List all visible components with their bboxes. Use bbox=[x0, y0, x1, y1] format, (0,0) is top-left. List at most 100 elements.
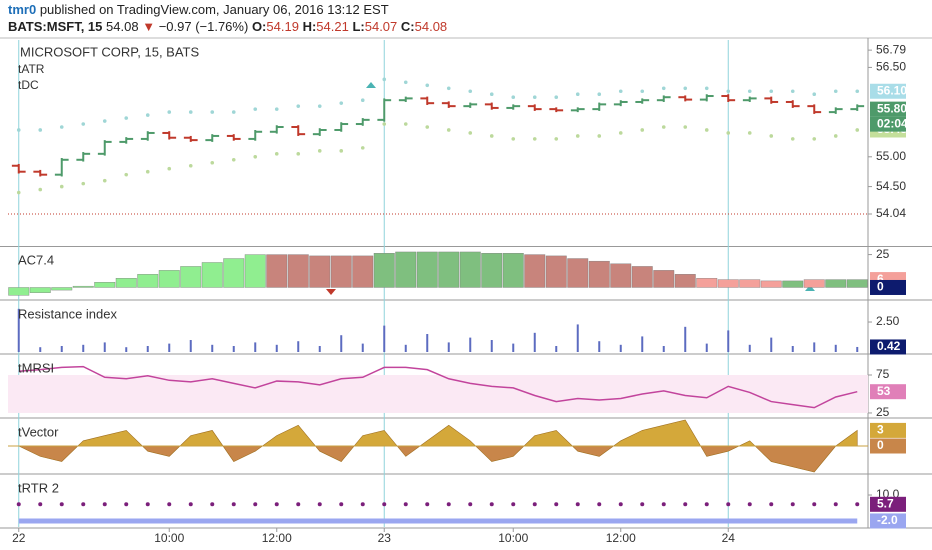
last-value-box bbox=[870, 279, 906, 295]
channel-dot bbox=[403, 122, 408, 126]
channel-dot bbox=[597, 134, 602, 138]
bar bbox=[684, 326, 687, 352]
y-tick-label: 56.50 bbox=[876, 60, 906, 74]
bar bbox=[158, 270, 180, 288]
y-tick-label: 54.50 bbox=[876, 179, 906, 193]
channel-dot bbox=[102, 178, 107, 183]
channel-dot bbox=[704, 86, 709, 91]
channel-dot bbox=[747, 131, 752, 135]
channel-dot bbox=[382, 77, 387, 82]
last-value-label: 56.10 bbox=[877, 83, 907, 97]
high-label: H: bbox=[302, 19, 317, 34]
line-dot bbox=[769, 502, 774, 507]
line-dot bbox=[489, 502, 494, 507]
channel-dot bbox=[231, 110, 236, 114]
bar bbox=[29, 287, 51, 293]
bar bbox=[416, 251, 438, 288]
x-tick-label: 12:00 bbox=[606, 531, 636, 545]
x-tick-label: 23 bbox=[378, 531, 392, 545]
channel-dot bbox=[511, 137, 516, 141]
channel-dot bbox=[575, 92, 580, 97]
line-dot bbox=[704, 502, 709, 507]
bar bbox=[244, 254, 266, 288]
line-dot bbox=[618, 502, 623, 507]
bar bbox=[232, 346, 235, 352]
last-value-label: 6 bbox=[877, 272, 884, 286]
channel-dot bbox=[554, 95, 559, 100]
channel-dot bbox=[124, 172, 129, 177]
last-value-label: 0 bbox=[877, 280, 884, 294]
bar bbox=[361, 343, 364, 352]
channel-dot bbox=[618, 89, 623, 94]
bar bbox=[674, 274, 696, 288]
bar bbox=[834, 344, 837, 352]
channel-dot bbox=[855, 89, 860, 94]
close-label: C: bbox=[400, 19, 415, 34]
x-tick-label: 10:00 bbox=[154, 531, 184, 545]
signal-marker bbox=[326, 289, 336, 295]
bar bbox=[631, 266, 653, 288]
bar bbox=[598, 341, 601, 352]
line-dot bbox=[575, 502, 580, 507]
change: −0.97 (−1.76%) bbox=[158, 19, 249, 34]
bar bbox=[803, 279, 825, 288]
bar bbox=[309, 255, 331, 288]
channel-dot bbox=[597, 92, 602, 97]
channel-dot bbox=[812, 92, 817, 97]
line-dot bbox=[210, 502, 215, 507]
channel-dot bbox=[489, 92, 494, 97]
bar bbox=[8, 287, 30, 296]
line-dot bbox=[145, 502, 150, 507]
line-dot bbox=[360, 502, 365, 507]
channel-dot bbox=[231, 157, 236, 162]
pane-separators bbox=[0, 246, 932, 475]
bar bbox=[103, 342, 106, 352]
publish-line: tmr0 published on TradingView.com, Janua… bbox=[8, 0, 928, 18]
bar bbox=[51, 287, 73, 291]
symbol: BATS:MSFT, 15 bbox=[8, 19, 103, 34]
channel-dot bbox=[704, 128, 709, 132]
channel-dot bbox=[38, 128, 43, 132]
channel-dot bbox=[575, 134, 580, 138]
bar bbox=[813, 342, 816, 352]
bar bbox=[459, 251, 481, 288]
bar bbox=[318, 346, 321, 352]
bar bbox=[782, 280, 804, 288]
pane-title: AC7.4 bbox=[18, 252, 54, 267]
pane-label: tDC bbox=[18, 78, 39, 92]
channel-dot bbox=[640, 128, 645, 132]
bar bbox=[748, 344, 751, 352]
bar bbox=[72, 285, 94, 288]
close: 54.08 bbox=[414, 19, 448, 34]
channel-dot bbox=[124, 116, 129, 120]
line-dot bbox=[188, 502, 193, 507]
last-value-box bbox=[870, 384, 906, 400]
bar bbox=[447, 342, 450, 352]
channel-dot bbox=[747, 89, 752, 94]
bar bbox=[610, 263, 632, 288]
channel-dot bbox=[769, 134, 774, 138]
line-dot bbox=[296, 502, 301, 507]
channel-dot bbox=[274, 107, 279, 111]
open: 54.19 bbox=[266, 19, 299, 34]
bar bbox=[211, 344, 214, 352]
bar bbox=[223, 258, 245, 288]
line-dot bbox=[59, 502, 64, 507]
header: tmr0 published on TradingView.com, Janua… bbox=[8, 0, 928, 36]
last-value-box bbox=[870, 83, 906, 99]
channel-dot bbox=[489, 134, 494, 138]
channel-dot bbox=[382, 122, 387, 126]
x-tick-label: 12:00 bbox=[262, 531, 292, 545]
bar bbox=[469, 337, 472, 352]
bar bbox=[137, 274, 159, 288]
bar bbox=[662, 346, 665, 352]
channel-dot bbox=[253, 107, 258, 111]
bar bbox=[60, 346, 63, 352]
line-dot bbox=[661, 502, 666, 507]
line-dot bbox=[446, 502, 451, 507]
last-value-label: 3 bbox=[877, 423, 884, 437]
x-tick-label: 22 bbox=[12, 531, 26, 545]
bar bbox=[352, 255, 374, 288]
